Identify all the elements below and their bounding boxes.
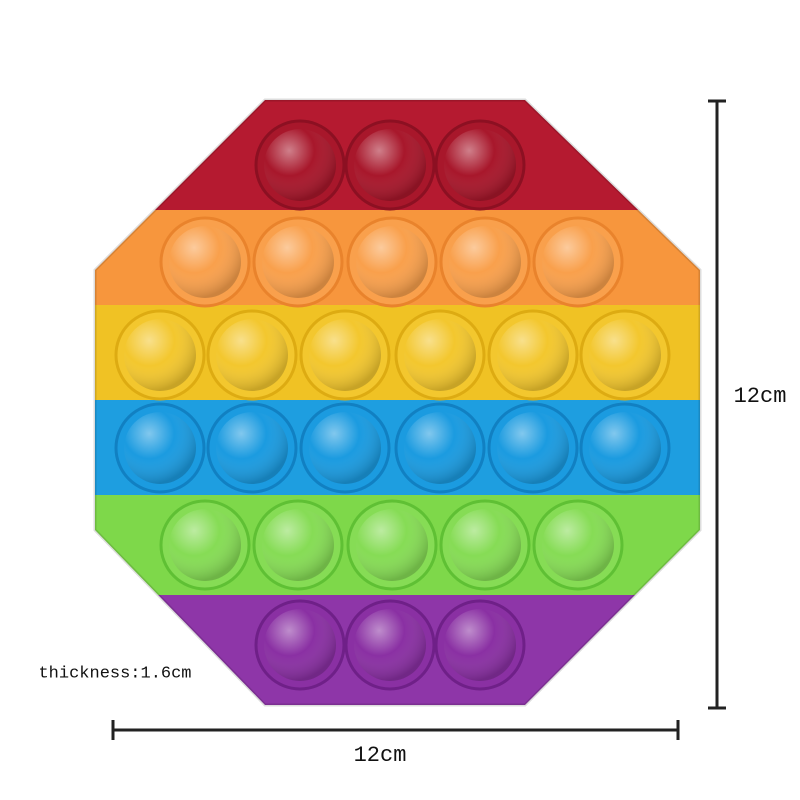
bubble-shade bbox=[449, 226, 521, 298]
bubble-shade bbox=[542, 226, 614, 298]
bubble-shade bbox=[262, 226, 334, 298]
bubble-shade bbox=[356, 509, 428, 581]
bubble-shade bbox=[216, 319, 288, 391]
bubble-shade bbox=[309, 412, 381, 484]
bubble-shade bbox=[124, 412, 196, 484]
toy-outline bbox=[93, 98, 702, 707]
bubble-shade bbox=[216, 412, 288, 484]
bubble-shade bbox=[262, 509, 334, 581]
bubble-shade bbox=[354, 129, 426, 201]
height-label: 12cm bbox=[734, 384, 787, 409]
bubble-shade bbox=[264, 129, 336, 201]
width-label: 12cm bbox=[354, 743, 407, 768]
bubble-shade bbox=[354, 609, 426, 681]
bubble-shade bbox=[169, 509, 241, 581]
bubble-shade bbox=[497, 412, 569, 484]
bubble-shade bbox=[309, 319, 381, 391]
bubble-shade bbox=[264, 609, 336, 681]
thickness-label: thickness:1.6cm bbox=[38, 664, 191, 683]
bubble-shade bbox=[404, 412, 476, 484]
bubble-shade bbox=[356, 226, 428, 298]
bubble-shade bbox=[404, 319, 476, 391]
bubble-shade bbox=[169, 226, 241, 298]
bubble-shade bbox=[444, 609, 516, 681]
bubble-shade bbox=[589, 319, 661, 391]
bubble-shade bbox=[542, 509, 614, 581]
bubble-shade bbox=[444, 129, 516, 201]
bubble-shade bbox=[124, 319, 196, 391]
bubble-shade bbox=[589, 412, 661, 484]
dimension-lines bbox=[111, 99, 726, 740]
bubble-shade bbox=[449, 509, 521, 581]
bubble-shade bbox=[497, 319, 569, 391]
